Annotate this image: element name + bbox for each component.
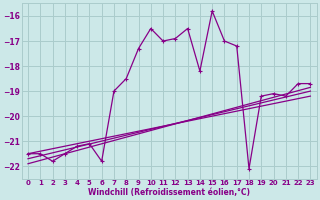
X-axis label: Windchill (Refroidissement éolien,°C): Windchill (Refroidissement éolien,°C) — [88, 188, 250, 197]
